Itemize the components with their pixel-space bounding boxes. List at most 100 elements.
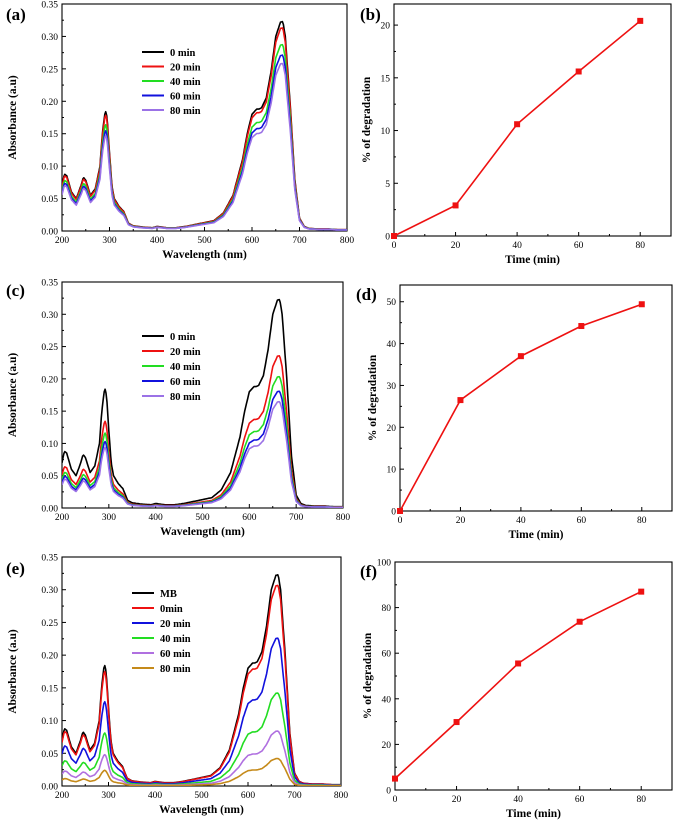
legend-label-e-2: 20 min xyxy=(160,619,191,630)
x-tick-label-f: 0 xyxy=(393,795,398,805)
x-tick-label-c: 400 xyxy=(149,513,164,523)
series-line-a-4 xyxy=(62,62,347,231)
y-axis-title-d: % of degradation xyxy=(367,354,379,441)
x-axis-title-a: Wavelength (nm) xyxy=(162,249,247,261)
series-line-c-4 xyxy=(62,400,343,508)
spectra-c xyxy=(62,298,343,508)
y-tick-label-e: 0.05 xyxy=(41,750,58,760)
legend-label-e-3: 40 min xyxy=(160,634,191,645)
x-tick-label-b: 20 xyxy=(451,241,461,251)
panel-label-f: (f) xyxy=(360,562,377,581)
y-tick-label-f: 60 xyxy=(382,650,392,660)
legend-label-e-5: 80 min xyxy=(160,664,191,675)
x-tick-label-a: 500 xyxy=(197,236,212,246)
x-tick-label-f: 60 xyxy=(575,795,585,805)
spectra-a xyxy=(62,20,347,231)
data-point-b-0 xyxy=(391,233,397,239)
y-tick-label-c: 0.15 xyxy=(41,408,58,418)
series-line-d xyxy=(399,303,643,512)
y-tick-label-b: 20 xyxy=(381,22,391,32)
y-tick-label-d: 50 xyxy=(387,298,397,308)
x-tick-label-e: 400 xyxy=(148,791,163,801)
x-tick-label-b: 80 xyxy=(635,241,645,251)
y-tick-label-c: 0.20 xyxy=(41,375,58,385)
series-line-c-1 xyxy=(62,355,343,508)
panel-label-c: (c) xyxy=(6,281,25,300)
x-tick-label-e: 300 xyxy=(101,791,116,801)
y-tick-label-d: 30 xyxy=(387,382,397,392)
chart-a: (a) 200 300 400 500 600 700 800 0.00 0.05 0.10 0.15… xyxy=(6,1,354,262)
y-tick-label-a: 0.30 xyxy=(41,33,58,43)
y-tick-label-e: 0.25 xyxy=(41,619,58,629)
data-point-d-3 xyxy=(578,323,585,330)
x-tick-label-d: 20 xyxy=(456,516,466,526)
y-tick-label-c: 0.00 xyxy=(41,505,58,515)
x-axis-title-d: Time (min) xyxy=(508,529,563,541)
y-axis-title-e: Absorbance (a.u) xyxy=(7,629,19,714)
legend-label-a-4: 80 min xyxy=(170,106,201,117)
legend-label-e-4: 60 min xyxy=(160,649,191,660)
x-tick-label-a: 300 xyxy=(102,236,117,246)
data-point-b-1 xyxy=(452,202,459,209)
y-axis-title-a: Absorbance (a.u) xyxy=(7,75,19,160)
x-tick-label-a: 200 xyxy=(55,236,70,246)
x-tick-label-d: 40 xyxy=(516,516,526,526)
panel-label-e: (e) xyxy=(6,559,25,578)
x-tick-label-d: 60 xyxy=(577,516,587,526)
chart-d: (d) 0 20 40 60 80 0 10 20 30 40 50 Time (min) % of de… xyxy=(356,284,673,541)
y-tick-label-a: 0.20 xyxy=(41,98,58,108)
chart-e: (e) 200 300 400 500 600 700 800 0.00 0.05 0.10 0.15… xyxy=(6,554,348,817)
legend-label-c-2: 40 min xyxy=(170,362,201,373)
x-tick-label-e: 200 xyxy=(55,791,70,801)
y-axis-title-b: % of degradation xyxy=(361,76,373,163)
series-line-c-0 xyxy=(62,298,343,508)
data-point-f-2 xyxy=(515,660,522,667)
x-tick-label-a: 600 xyxy=(245,236,260,246)
x-tick-label-d: 80 xyxy=(637,516,647,526)
spectra-e xyxy=(62,574,341,786)
y-tick-label-b: 0 xyxy=(385,233,390,243)
data-point-b-3 xyxy=(575,68,582,75)
x-tick-label-d: 0 xyxy=(398,516,403,526)
chart-f: (f) 0 20 40 60 80 0 20 40 60 80 100 Time (min) % of d… xyxy=(360,559,673,820)
chart-b: (b) 0 20 40 60 80 0 5 10 15 20 Time (min) % of degra… xyxy=(360,3,672,266)
y-tick-label-e: 0.20 xyxy=(41,652,58,662)
y-tick-label-c: 0.10 xyxy=(41,440,58,450)
x-tick-label-c: 500 xyxy=(195,513,210,523)
legend-label-a-0: 0 min xyxy=(170,48,196,59)
x-tick-label-f: 20 xyxy=(452,795,462,805)
y-tick-label-d: 10 xyxy=(387,466,397,476)
data-point-b-2 xyxy=(514,121,521,128)
x-axis-title-c: Wavelength (nm) xyxy=(160,526,245,538)
data-point-f-0 xyxy=(392,775,398,782)
legend-label-e-0: MB xyxy=(160,589,177,600)
y-tick-label-e: 0.10 xyxy=(41,717,58,727)
y-tick-label-f: 80 xyxy=(382,604,392,614)
x-tick-label-c: 200 xyxy=(55,513,70,523)
plot-frame-d xyxy=(399,284,673,512)
legend-label-a-1: 20 min xyxy=(170,63,201,74)
x-axis-title-f: Time (min) xyxy=(506,808,561,820)
data-point-f-1 xyxy=(453,719,460,726)
x-tick-label-a: 400 xyxy=(150,236,165,246)
chart-c: (c) 200 300 400 500 600 700 800 0.00 0.05 0.10 0.15… xyxy=(6,279,350,539)
series-line-b xyxy=(393,20,641,237)
y-tick-label-f: 40 xyxy=(382,695,392,705)
y-tick-label-d: 40 xyxy=(387,340,397,350)
y-tick-label-a: 0.15 xyxy=(41,130,58,140)
y-tick-label-f: 0 xyxy=(386,787,391,797)
panel-label-d: (d) xyxy=(356,285,377,304)
series-line-f xyxy=(394,590,642,780)
data-point-b-4 xyxy=(637,17,644,24)
series-line-e-4 xyxy=(62,730,341,786)
legend-label-a-2: 40 min xyxy=(170,77,201,88)
legend-label-c-4: 80 min xyxy=(170,392,201,403)
y-tick-label-f: 20 xyxy=(382,741,392,751)
x-tick-label-b: 0 xyxy=(392,241,397,251)
y-axis-title-f: % of degradation xyxy=(362,632,374,719)
x-tick-label-a: 700 xyxy=(292,236,307,246)
x-tick-label-f: 40 xyxy=(513,795,523,805)
legend-label-c-1: 20 min xyxy=(170,347,201,358)
x-tick-label-b: 60 xyxy=(574,241,584,251)
y-tick-label-a: 0.35 xyxy=(41,1,58,11)
